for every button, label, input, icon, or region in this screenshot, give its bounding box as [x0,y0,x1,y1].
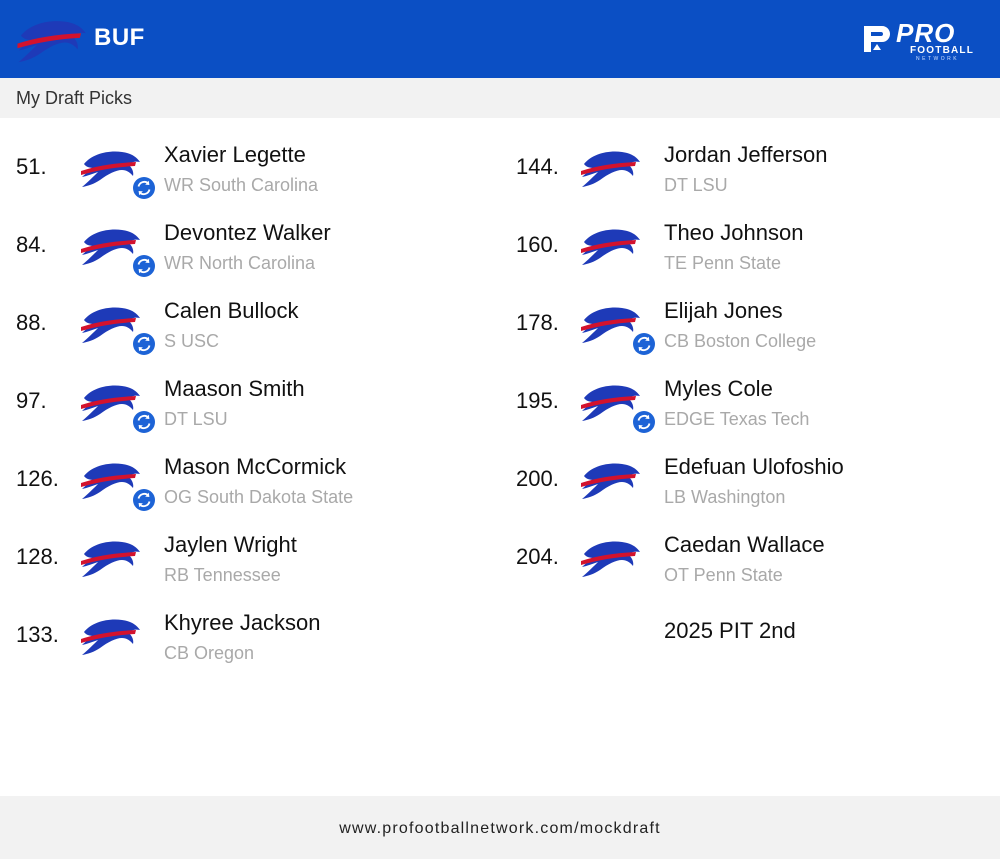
section-title: My Draft Picks [16,88,133,108]
draft-pick-row[interactable]: 51. Xavier Legette WR South Carolina [0,140,480,210]
player-name: Myles Cole [664,376,773,401]
bills-logo-icon [581,229,640,265]
player-position-school: CB Boston College [664,331,817,351]
draft-pick-row[interactable]: 88. Calen Bullock S USC [0,296,480,366]
player-name: Jordan Jefferson [664,142,828,167]
future-pick-row[interactable]: 2025 PIT 2nd [500,608,980,678]
bills-logo-icon [581,463,640,499]
draft-pick-row[interactable]: 133. Khyree Jackson CB Oregon [0,608,480,678]
bills-logo-icon [581,151,640,187]
pick-number: 144. [516,154,559,179]
pick-number: 51. [16,154,47,179]
player-name: Elijah Jones [664,298,783,323]
trade-swap-icon[interactable] [632,410,656,434]
bills-logo-icon [81,385,140,421]
footer-url[interactable]: www.profootballnetwork.com/mockdraft [339,820,661,837]
trade-swap-icon[interactable] [132,176,156,200]
player-position-school: DT LSU [664,175,728,195]
player-position-school: S USC [164,331,220,351]
app-header: BUF PRO FOOTBALL NETWORK [0,0,1000,78]
player-position-school: RB Tennessee [164,565,281,585]
draft-pick-row[interactable]: 195. Myles Cole EDGE Texas Tech [500,374,980,444]
trade-swap-icon[interactable] [132,254,156,278]
pick-number: 126. [16,466,59,491]
player-position-school: OG South Dakota State [164,487,354,507]
trade-swap-icon[interactable] [132,332,156,356]
player-position-school: EDGE Texas Tech [664,409,810,429]
bills-logo-icon [81,463,140,499]
player-name: Mason McCormick [164,454,347,479]
brand-network: NETWORK [916,56,960,62]
player-name: Caedan Wallace [664,532,825,557]
draft-pick-row[interactable]: 144. Jordan Jefferson DT LSU [500,140,980,210]
draft-pick-row[interactable]: 128. Jaylen Wright RB Tennessee [0,530,480,600]
player-position-school: WR North Carolina [164,253,316,273]
player-name: Devontez Walker [164,220,331,245]
bills-logo-icon [81,307,140,343]
pick-number: 200. [516,466,559,491]
player-name: Maason Smith [164,376,305,401]
player-name: Edefuan Ulofoshio [664,454,844,479]
draft-pick-row[interactable]: 204. Caedan Wallace OT Penn State [500,530,980,600]
pick-number: 160. [516,232,559,257]
bills-logo-icon [581,541,640,577]
team-abbreviation: BUF [94,24,145,51]
brand-football: FOOTBALL [910,45,975,56]
bills-logo-icon [581,385,640,421]
pfn-logo-icon[interactable]: PRO FOOTBALL NETWORK [860,18,982,62]
trade-swap-icon[interactable] [132,488,156,512]
player-name: Xavier Legette [164,142,306,167]
brand-pro: PRO [896,18,956,48]
pick-number: 84. [16,232,47,257]
player-position-school: TE Penn State [664,253,782,273]
draft-pick-row[interactable]: 178. Elijah Jones CB Boston College [500,296,980,366]
bills-logo-icon [581,307,640,343]
player-position-school: CB Oregon [164,643,255,663]
bills-logo-icon [81,229,140,265]
section-header: My Draft Picks [0,78,1000,118]
player-name: Jaylen Wright [164,532,297,557]
draft-pick-row[interactable]: 126. Mason McCormick OG South Dakota State [0,452,480,522]
pick-number: 128. [16,544,59,569]
pick-number: 195. [516,388,559,413]
player-name: Theo Johnson [664,220,804,245]
bills-logo-icon [81,619,140,655]
pick-number: 133. [16,622,59,647]
bills-logo-icon [81,541,140,577]
pfn-monogram-icon [863,26,890,52]
draft-pick-row[interactable]: 97. Maason Smith DT LSU [0,374,480,444]
player-position-school: OT Penn State [664,565,783,585]
player-position-school: LB Washington [664,487,786,507]
pick-number: 88. [16,310,47,335]
bills-logo-icon [17,21,86,63]
draft-pick-row[interactable]: 200. Edefuan Ulofoshio LB Washington [500,452,980,522]
trade-swap-icon[interactable] [132,410,156,434]
bills-logo-icon [81,151,140,187]
player-name: Calen Bullock [164,298,299,323]
pick-number: 97. [16,388,47,413]
trade-swap-icon[interactable] [632,332,656,356]
page-footer: www.profootballnetwork.com/mockdraft [0,796,1000,859]
player-position-school: WR South Carolina [164,175,319,195]
draft-pick-row[interactable]: 84. Devontez Walker WR North Carolina [0,218,480,288]
future-pick-label: 2025 PIT 2nd [664,618,796,643]
pick-number: 204. [516,544,559,569]
draft-pick-row[interactable]: 160. Theo Johnson TE Penn State [500,218,980,288]
player-position-school: DT LSU [164,409,228,429]
pick-number: 178. [516,310,559,335]
player-name: Khyree Jackson [164,610,321,635]
